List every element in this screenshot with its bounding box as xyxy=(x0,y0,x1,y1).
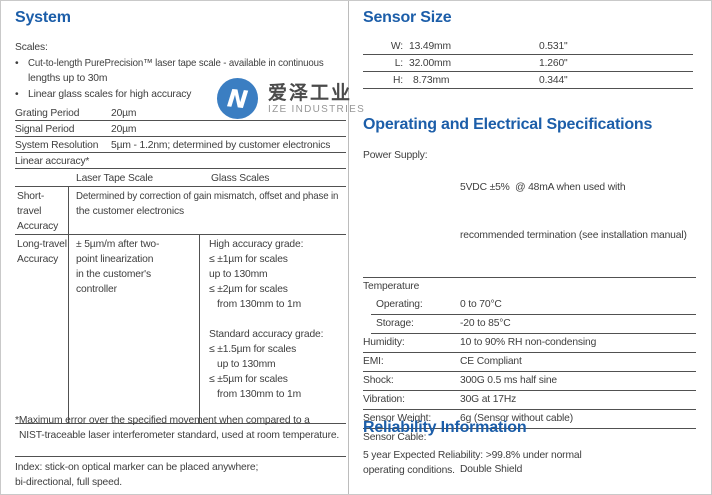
dim-label: W: xyxy=(390,41,403,52)
power-supply-value: 5VDC ±5% @ 48mA when used with recommend… xyxy=(460,182,687,241)
system-spec-table: Grating Period 20µm Signal Period 20µm S… xyxy=(15,105,346,169)
spec-label: Grating Period xyxy=(15,108,80,119)
svg-text:N: N xyxy=(226,83,249,114)
table-row-operating-temp: Operating: 0 to 70°C xyxy=(371,296,696,315)
table-row: Signal Period 20µm xyxy=(15,121,346,137)
sensor-size-table: W: 13.49mm 0.531" L: 32.00mm 1.260" H: 8… xyxy=(363,38,693,89)
dim-label: L: xyxy=(394,58,403,69)
table-row-emi: EMI: CE Compliant xyxy=(363,353,696,372)
watermark-text: 爱泽工业 IZE INDUSTRIES xyxy=(268,83,365,115)
table-row-sensor-weight: Sensor Weight: 6g (Sensor without cable) xyxy=(363,410,696,429)
spec-value: 20µm xyxy=(111,124,137,135)
index-divider xyxy=(15,456,346,457)
table-row-temperature: Temperature xyxy=(363,281,420,292)
section-heading-operating: Operating and Electrical Specifications xyxy=(363,116,653,133)
dim-inch: 0.344" xyxy=(539,75,568,86)
watermark: N 爱泽工业 IZE INDUSTRIES xyxy=(216,77,365,120)
dim-inch: 1.260" xyxy=(539,58,568,69)
table-row: W: 13.49mm 0.531" xyxy=(363,38,693,55)
bullet-marker xyxy=(15,87,28,102)
section-heading-system: System xyxy=(15,9,71,26)
reliability-text: 5 year Expected Reliability: >99.8% unde… xyxy=(363,450,582,476)
dim-mm: 32.00mm xyxy=(409,58,451,69)
table-row-short-travel: Short-travel Accuracy Determined by corr… xyxy=(15,187,346,235)
column-divider xyxy=(348,1,349,494)
accuracy-table-header: Laser Tape Scale Glass Scales xyxy=(15,169,346,187)
section-heading-sensor-size: Sensor Size xyxy=(363,9,452,26)
table-row: H: 8.73mm 0.344" xyxy=(363,72,693,89)
operating-spec-table: Power Supply: 5VDC ±5% @ 48mA when used … xyxy=(363,147,696,494)
spec-value: 20µm xyxy=(111,108,137,119)
table-row-sensor-cable: Sensor Cable: Double Shield Maximum leng… xyxy=(363,429,696,494)
spec-label: Linear accuracy* xyxy=(15,156,90,167)
ize-logo-icon: N xyxy=(216,77,259,120)
scales-bullet-list: Cut-to-length PurePrecision™ laser tape … xyxy=(15,56,347,102)
accuracy-table: Laser Tape Scale Glass Scales Short-trav… xyxy=(15,169,346,424)
footnote: *Maximum error over the specified moveme… xyxy=(15,415,340,441)
bullet-item-glass-scale: Linear glass scales for high accuracy xyxy=(15,87,347,102)
long-travel-tape-value: ± 5µm/m after two- point linearization i… xyxy=(69,235,200,423)
watermark-en-name: IZE INDUSTRIES xyxy=(268,103,366,115)
short-travel-value: Determined by correction of gain mismatc… xyxy=(76,191,339,217)
spec-label: Signal Period xyxy=(15,124,75,135)
column-header-tape: Laser Tape Scale xyxy=(76,173,153,184)
table-row: Grating Period 20µm xyxy=(15,105,346,121)
dim-label: H: xyxy=(393,75,403,86)
spec-value: 5µm - 1.2nm; determined by customer elec… xyxy=(111,140,331,151)
dim-mm: 13.49mm xyxy=(409,41,451,52)
table-row: Linear accuracy* xyxy=(15,153,346,169)
table-row-shock: Shock: 300G 0.5 ms half sine xyxy=(363,372,696,391)
table-row-vibration: Vibration: 30G at 17Hz xyxy=(363,391,696,410)
dim-inch: 0.531" xyxy=(539,41,568,52)
index-note: Index: stick-on optical marker can be pl… xyxy=(15,462,259,488)
spec-label: System Resolution xyxy=(15,140,99,151)
row-label: Short-travel Accuracy xyxy=(15,187,69,234)
bullet-marker xyxy=(15,56,28,86)
dim-mm: 8.73mm xyxy=(413,75,450,86)
column-header-glass: Glass Scales xyxy=(211,173,270,184)
table-row-long-travel: Long-travel Accuracy ± 5µm/m after two- … xyxy=(15,235,346,424)
row-label: Long-travel Accuracy xyxy=(15,235,69,423)
long-travel-glass-value: High accuracy grade: ≤ ±1µm for scales u… xyxy=(209,239,324,400)
bullet-item-tape-scale: Cut-to-length PurePrecision™ laser tape … xyxy=(15,56,347,86)
table-row-power-supply: Power Supply: 5VDC ±5% @ 48mA when used … xyxy=(363,147,696,278)
bullet-line: Linear glass scales for high accuracy xyxy=(28,89,192,100)
table-row-humidity: Humidity: 10 to 90% RH non-condensing xyxy=(363,334,696,353)
section-heading-reliability: Reliability Information xyxy=(363,419,527,436)
scales-label: Scales: xyxy=(15,42,48,53)
bullet-line: Cut-to-length PurePrecision™ laser tape … xyxy=(28,58,324,69)
table-row: L: 32.00mm 1.260" xyxy=(363,55,693,72)
watermark-cn-name: 爱泽工业 xyxy=(268,82,353,104)
sensor-cable-value: Double Shield Maximum length: 20m (conta… xyxy=(460,464,523,475)
bullet-line: lengths up to 30m xyxy=(28,73,108,84)
table-row: System Resolution 5µm - 1.2nm; determine… xyxy=(15,137,346,153)
table-row-storage-temp: Storage: -20 to 85°C xyxy=(371,315,696,334)
